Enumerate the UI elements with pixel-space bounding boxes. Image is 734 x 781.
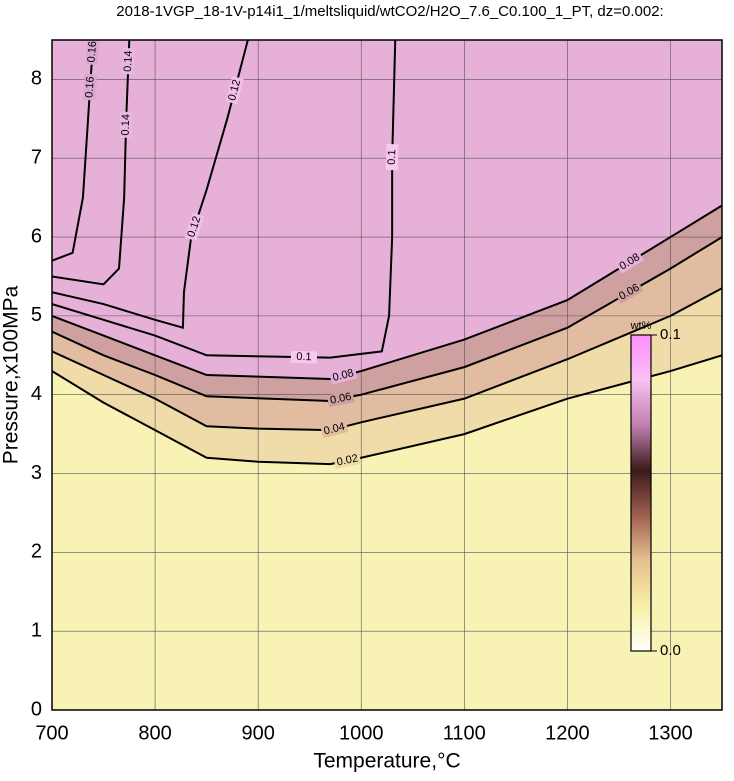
- contour-label-bg: [184, 212, 205, 242]
- contour-label-bg: [119, 111, 133, 138]
- contour-label: 0.16: [86, 41, 99, 63]
- x-tick-label: 800: [138, 722, 171, 744]
- x-tick-label: 1300: [648, 722, 693, 744]
- contour-label-group: 0.04: [320, 420, 349, 439]
- contour-label-group: 0.16: [85, 40, 100, 66]
- contour-label: 0.04: [323, 421, 347, 438]
- chart-title: 2018-1VGP_18-1V-p14i1_1/meltsliquid/wtCO…: [116, 3, 663, 20]
- colorbar-tick-label: 0.1: [660, 326, 681, 343]
- contour-label: 0.1: [296, 351, 312, 363]
- contour-label: 0.06: [329, 391, 352, 407]
- contour-label: 0.12: [226, 78, 243, 102]
- contour-label-group: 0.12: [225, 76, 244, 105]
- y-tick-label: 2: [31, 541, 42, 563]
- contour-label-bg: [121, 47, 135, 75]
- colorbar-tick-label: 0.0: [660, 642, 681, 659]
- colorbar: [630, 334, 652, 652]
- y-axis-label: Pressure,x100MPa: [0, 285, 23, 464]
- contour-label: 0.1: [386, 149, 398, 165]
- contour-label-bg: [225, 76, 244, 105]
- plot-frame: [51, 39, 723, 711]
- contour-label-group: 0.14: [121, 47, 135, 75]
- contour-line: [52, 40, 397, 359]
- contour-label-bg: [615, 280, 644, 304]
- contour-line: [52, 354, 722, 466]
- x-tick-label: 1200: [545, 722, 590, 744]
- contour-line: [52, 40, 249, 330]
- contour-label-bg: [85, 40, 100, 66]
- x-tick-label: 700: [35, 722, 68, 744]
- contour-label-bg: [326, 390, 355, 408]
- contour-label-bg: [320, 420, 349, 439]
- contour-label-bg: [333, 452, 362, 470]
- contour-label-group: 0.14: [119, 111, 133, 138]
- y-tick-label: 6: [31, 225, 42, 247]
- y-tick-label: 3: [31, 462, 42, 484]
- contour-label-group: 0.02: [333, 452, 362, 470]
- contour-label-group: 0.1: [385, 143, 399, 171]
- contour-label: 0.14: [120, 114, 133, 136]
- contour-label: 0.14: [122, 50, 135, 72]
- contour-label: 0.16: [83, 76, 96, 98]
- y-tick-label: 7: [31, 147, 42, 169]
- contour-label-group: 0.06: [326, 390, 355, 408]
- x-axis-label: Temperature,°C: [313, 750, 460, 773]
- contour-label-bg: [290, 350, 318, 364]
- y-tick-label: 0: [31, 698, 42, 720]
- y-tick-label: 8: [31, 68, 42, 90]
- colorbar-title: wt%: [630, 320, 652, 332]
- y-tick-label: 5: [31, 304, 42, 326]
- x-tick-label: 900: [241, 722, 274, 744]
- contour-line: [52, 40, 131, 286]
- y-tick-label: 4: [31, 383, 42, 405]
- contour-label-group: 0.08: [329, 366, 358, 385]
- contour-label-bg: [385, 143, 399, 171]
- y-tick-label: 1: [31, 619, 42, 641]
- contour-label-bg: [615, 250, 645, 274]
- contour-label-bg: [83, 73, 97, 101]
- x-tick-label: 1000: [339, 722, 384, 744]
- contour-label: 0.08: [331, 367, 355, 384]
- contour-band: [52, 40, 722, 379]
- contour-label: 0.02: [336, 452, 359, 468]
- contour-label-group: 0.1: [290, 350, 318, 364]
- x-tick-label: 1100: [443, 722, 486, 744]
- contour-label-group: 0.16: [83, 73, 97, 101]
- contour-label-bg: [329, 366, 358, 385]
